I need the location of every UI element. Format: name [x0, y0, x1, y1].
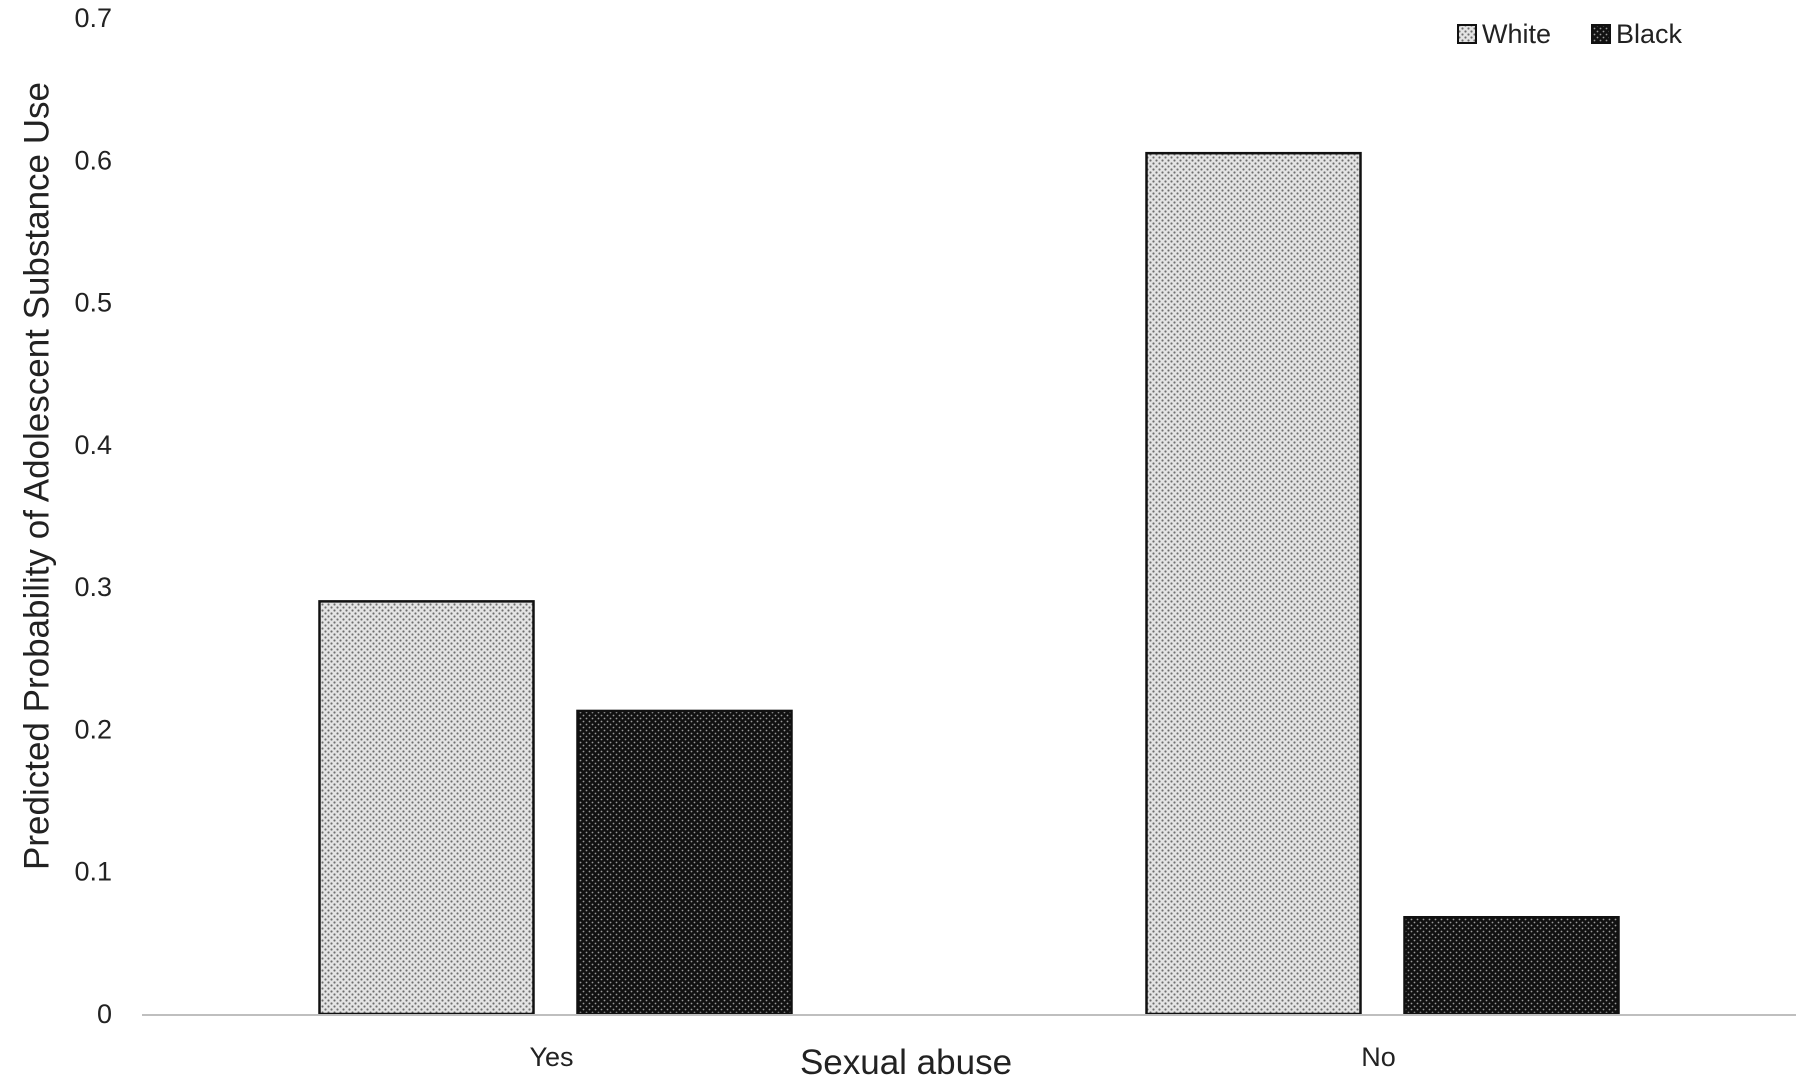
x-axis-categories: Yes No — [529, 1042, 1395, 1072]
legend-label-white: White — [1482, 19, 1551, 49]
y-tick-label: 0.1 — [74, 857, 112, 887]
y-axis-title: Predicted Probability of Adolescent Subs… — [17, 82, 56, 870]
legend-swatch-black — [1591, 24, 1611, 44]
x-category-label: No — [1361, 1042, 1396, 1072]
bar-white-yes — [318, 600, 535, 1016]
y-tick-label: 0.4 — [74, 430, 112, 460]
legend: White Black — [1457, 19, 1683, 49]
y-tick-label: 0.2 — [74, 714, 112, 744]
bars — [318, 151, 1620, 1016]
bar-white-no — [1145, 151, 1362, 1016]
y-tick-label: 0.7 — [74, 3, 112, 33]
y-tick-label: 0.6 — [74, 145, 112, 175]
x-axis-title: Sexual abuse — [800, 1043, 1012, 1082]
legend-swatch-white — [1457, 24, 1477, 44]
legend-label-black: Black — [1616, 19, 1683, 49]
x-category-label: Yes — [529, 1042, 573, 1072]
y-tick-label: 0 — [97, 999, 112, 1029]
y-axis-ticks: 0 0.1 0.2 0.3 0.4 0.5 0.6 0.7 — [74, 3, 112, 1029]
y-tick-label: 0.3 — [74, 572, 112, 602]
y-tick-label: 0.5 — [74, 288, 112, 318]
bar-black-no — [1403, 915, 1620, 1016]
bar-black-yes — [576, 709, 793, 1016]
